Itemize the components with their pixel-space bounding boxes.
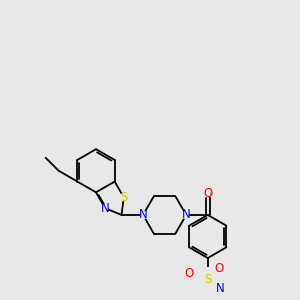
FancyBboxPatch shape	[205, 276, 211, 283]
FancyBboxPatch shape	[187, 269, 192, 277]
Text: N: N	[216, 282, 225, 295]
Text: N: N	[139, 208, 147, 221]
FancyBboxPatch shape	[216, 265, 221, 273]
FancyBboxPatch shape	[218, 284, 224, 292]
FancyBboxPatch shape	[121, 194, 127, 201]
Text: S: S	[204, 273, 212, 286]
Text: N: N	[101, 202, 110, 215]
FancyBboxPatch shape	[102, 204, 108, 212]
FancyBboxPatch shape	[140, 211, 146, 219]
Text: O: O	[214, 262, 223, 275]
FancyBboxPatch shape	[205, 190, 211, 197]
Text: O: O	[203, 187, 212, 200]
Text: N: N	[182, 208, 190, 221]
Text: O: O	[185, 267, 194, 280]
Text: S: S	[120, 191, 127, 204]
FancyBboxPatch shape	[183, 211, 189, 219]
